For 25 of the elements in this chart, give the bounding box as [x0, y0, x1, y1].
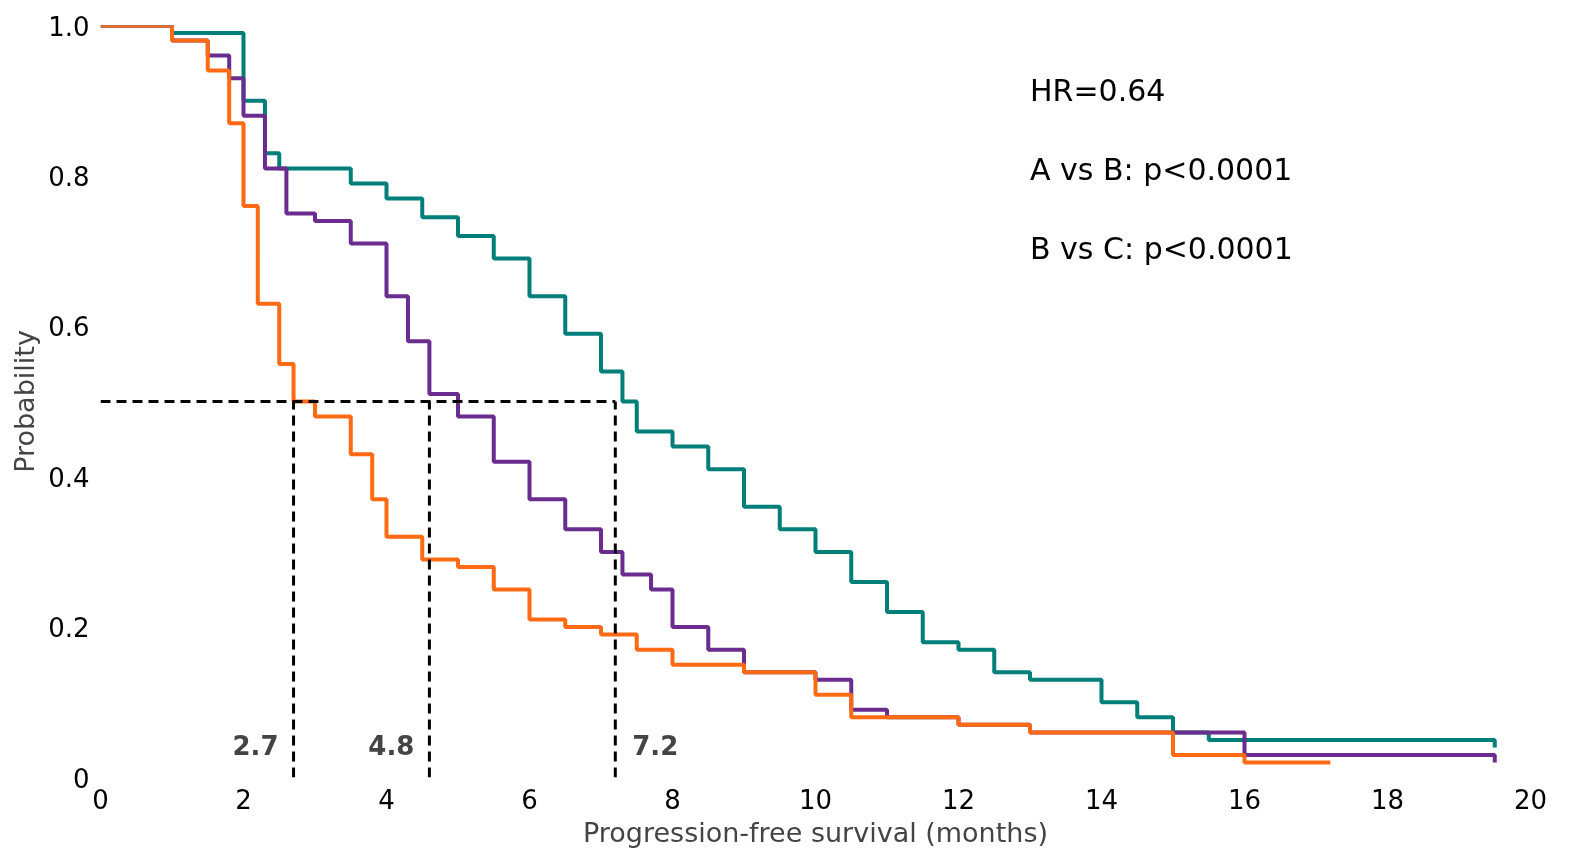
y-tick-label: 0.8 — [48, 161, 90, 192]
x-tick-label: 12 — [941, 784, 976, 815]
x-axis-title: Progression-free survival (months) — [582, 816, 1049, 848]
x-tick-label: 4 — [378, 784, 395, 815]
annotation: 7.2 — [632, 730, 679, 761]
x-tick-label: 10 — [798, 784, 833, 815]
y-tick-label: 0.4 — [48, 462, 90, 493]
annotation: 2.7 — [232, 730, 279, 761]
annotation: HR=0.64 — [1030, 73, 1166, 109]
x-tick-label: 14 — [1084, 784, 1119, 815]
x-tick-label: 0 — [92, 784, 109, 815]
y-tick-label: 0 — [72, 763, 90, 794]
annotation: 4.8 — [368, 730, 415, 761]
y-tick-label: 0.2 — [48, 613, 90, 644]
x-tick-label: 18 — [1370, 784, 1405, 815]
annotation: A vs B: p<0.0001 — [1030, 152, 1293, 188]
x-tick-label: 2 — [235, 784, 252, 815]
y-axis-title: Probability — [9, 330, 41, 473]
x-tick-label: 20 — [1513, 784, 1548, 815]
x-tick-label: 16 — [1227, 784, 1262, 815]
annotation: B vs C: p<0.0001 — [1030, 231, 1293, 267]
x-tick-label: 8 — [664, 784, 681, 815]
x-tick-label: 6 — [521, 784, 538, 815]
y-tick-label: 1.0 — [48, 11, 90, 42]
y-tick-label: 0.6 — [48, 312, 90, 343]
